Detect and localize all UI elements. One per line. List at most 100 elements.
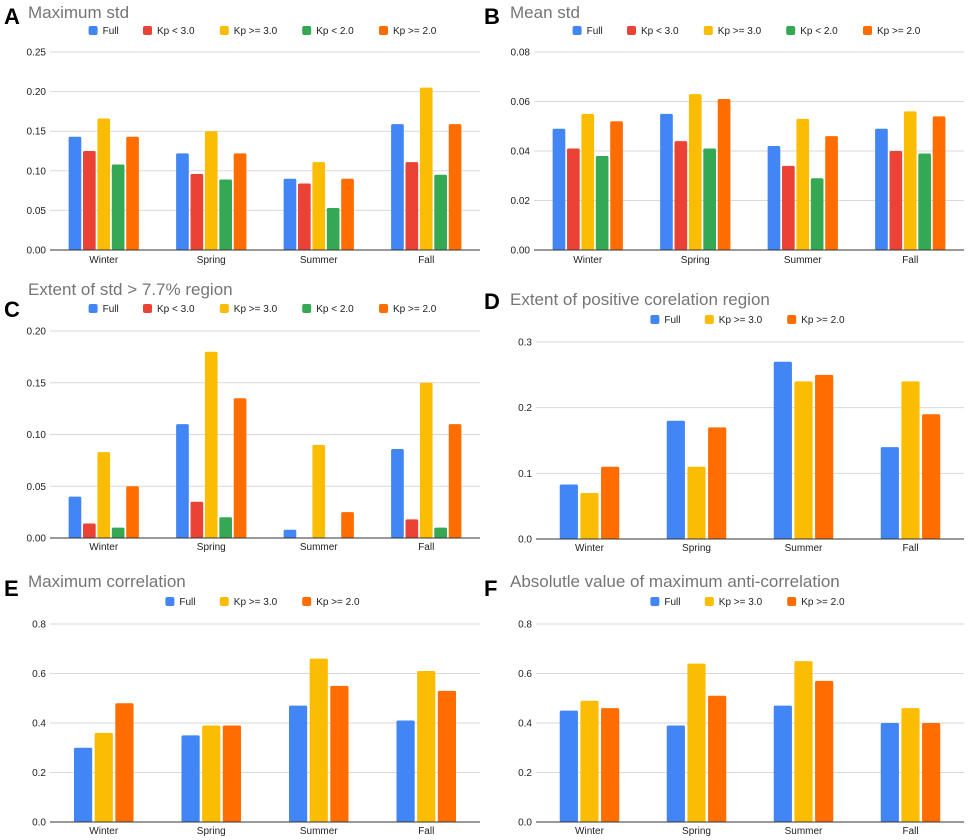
y-tick-label: 0.15	[27, 127, 47, 138]
legend-swatch-full	[88, 26, 98, 35]
chart-extent-positive-correlation: Extent of positive corelation region Full…	[510, 290, 964, 554]
chart-max-anti-correlation: Absolutle value of maximum anti-correlat…	[510, 572, 964, 837]
x-category-label: Fall	[902, 255, 918, 266]
x-category-label: Winter	[89, 542, 119, 553]
bar-kp-ge-2-0-winter	[601, 466, 620, 539]
bar-full-spring	[181, 735, 200, 822]
legend-swatch-kp-ge-3-0	[219, 597, 229, 606]
y-tick-label: 0.2	[518, 768, 532, 779]
bar-kp-ge-2-0-winter	[115, 703, 134, 822]
legend-label-kp-ge-2-0: Kp >= 2.0	[877, 26, 921, 37]
panel-letter: E	[4, 576, 19, 601]
bar-kp-ge-3-0-spring	[202, 725, 221, 822]
legend-label-kp-ge-2-0: Kp >= 2.0	[801, 597, 845, 608]
y-tick-label: 0.15	[27, 378, 47, 389]
y-tick-label: 0.4	[518, 719, 532, 730]
bar-kp-ge-2-0-spring	[233, 398, 247, 538]
legend-label-kp-ge-3-0: Kp >= 3.0	[234, 597, 278, 608]
bar-full-winter	[559, 710, 578, 822]
legend-swatch-kp-lt-2-0	[302, 304, 312, 313]
bar-kp-ge-2-0-fall	[448, 124, 462, 250]
y-tick-label: 0.25	[27, 48, 47, 59]
legend-label-kp-ge-3-0: Kp >= 3.0	[719, 315, 763, 326]
legend-swatch-kp-ge-2-0	[863, 26, 872, 35]
x-category-label: Spring	[681, 255, 710, 266]
x-category-label: Summer	[785, 543, 823, 554]
bar-kp-lt-2-0-summer	[326, 208, 340, 250]
bar-full-spring	[176, 424, 189, 538]
legend-swatch-kp-lt-3-0	[627, 26, 636, 35]
chart-title: Absolutle value of maximum anti-correlat…	[510, 572, 840, 591]
y-tick-label: 0.2	[32, 768, 46, 779]
bar-kp-ge-3-0-summer	[312, 162, 326, 250]
legend-swatch-kp-ge-3-0	[704, 315, 714, 324]
bar-full-spring	[666, 420, 685, 539]
x-category-label: Spring	[197, 826, 226, 837]
bar-kp-ge-3-0-winter	[580, 700, 599, 822]
y-tick-label: 0.06	[511, 97, 531, 108]
bar-full-summer	[283, 529, 297, 538]
bar-kp-ge-2-0-spring	[708, 427, 727, 539]
bar-kp-lt-2-0-summer	[810, 178, 824, 250]
bar-kp-ge-3-0-summer	[312, 444, 326, 538]
y-tick-label: 0.10	[27, 166, 47, 177]
legend-swatch-kp-lt-3-0	[143, 26, 152, 35]
bar-kp-lt-2-0-winter	[111, 527, 125, 538]
x-category-label: Winter	[89, 826, 119, 837]
bar-full-fall	[880, 723, 899, 822]
x-category-label: Spring	[197, 542, 226, 553]
bar-kp-ge-3-0-summer	[794, 381, 813, 539]
x-category-label: Spring	[197, 255, 226, 266]
legend-swatch-kp-ge-3-0	[703, 26, 713, 35]
panel-b: B Mean std Full Kp < 3.0 Kp >= 3.0 Kp < 2.0 K…	[484, 0, 969, 275]
panel-letter: B	[484, 4, 500, 29]
legend-label-kp-ge-2-0: Kp >= 2.0	[801, 315, 845, 326]
bar-kp-ge-2-0-fall	[932, 116, 946, 250]
bar-full-fall	[391, 124, 404, 250]
bar-kp-lt-2-0-fall	[918, 153, 931, 250]
bar-kp-ge-3-0-spring	[687, 663, 706, 822]
bar-full-fall	[875, 128, 888, 250]
y-tick-label: 0.4	[32, 719, 46, 730]
bar-kp-lt-2-0-spring	[219, 517, 232, 538]
legend-swatch-full	[650, 597, 660, 606]
x-category-label: Winter	[89, 255, 119, 266]
bar-kp-lt-3-0-winter	[83, 523, 96, 538]
y-tick-label: 0.04	[511, 147, 531, 158]
bar-kp-ge-2-0-winter	[610, 121, 623, 250]
chart-title: Maximum std	[28, 3, 129, 22]
legend-swatch-kp-ge-2-0	[787, 315, 797, 324]
legend-swatch-kp-lt-2-0	[302, 26, 312, 35]
y-tick-label: 0.0	[32, 818, 46, 829]
bar-kp-ge-2-0-summer	[341, 178, 354, 250]
bar-full-fall	[396, 720, 415, 822]
y-tick-label: 0.8	[518, 620, 532, 631]
panel-d: D Extent of positive corelation region Fu…	[484, 275, 969, 558]
bar-kp-ge-2-0-fall	[437, 690, 457, 822]
y-tick-label: 0.05	[27, 206, 47, 217]
bar-kp-ge-3-0-winter	[580, 493, 599, 539]
legend-label-kp-lt-3-0: Kp < 3.0	[157, 26, 195, 37]
bar-full-summer	[773, 361, 792, 539]
legend-label-kp-ge-3-0: Kp >= 3.0	[234, 26, 278, 37]
bar-kp-ge-3-0-spring	[204, 351, 218, 538]
bar-kp-ge-3-0-fall	[419, 87, 433, 250]
bar-full-fall	[391, 448, 404, 538]
y-tick-label: 0.10	[27, 430, 47, 441]
bar-kp-lt-3-0-fall	[889, 151, 903, 250]
chart-title: Extent of std > 7.7% region	[28, 280, 233, 299]
x-category-label: Fall	[418, 826, 434, 837]
bar-kp-lt-3-0-fall	[405, 162, 419, 250]
bar-kp-lt-2-0-spring	[219, 179, 232, 250]
bar-kp-ge-3-0-winter	[94, 732, 113, 822]
bar-kp-ge-2-0-spring	[233, 153, 247, 250]
panel-letter: D	[484, 289, 500, 314]
legend-label-full: Full	[664, 597, 680, 608]
bar-kp-ge-2-0-summer	[341, 512, 354, 538]
legend-swatch-kp-lt-3-0	[143, 304, 152, 313]
chart-mean-std: Mean std Full Kp < 3.0 Kp >= 3.0 Kp < 2.0 Kp …	[510, 3, 964, 266]
legend-swatch-kp-ge-3-0	[219, 26, 229, 35]
bar-kp-ge-3-0-summer	[796, 118, 810, 250]
legend-label-kp-ge-3-0: Kp >= 3.0	[234, 304, 278, 315]
